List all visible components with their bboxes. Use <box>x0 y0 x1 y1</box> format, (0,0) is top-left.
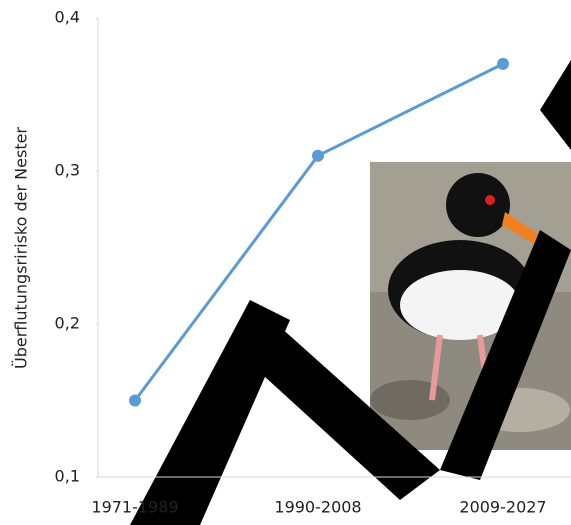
bird-eye <box>485 195 495 205</box>
y-tick-label: 0,2 <box>55 314 80 333</box>
y-tick-label: 0,3 <box>55 161 80 180</box>
x-tick-label: 2009-2027 <box>459 498 546 517</box>
y-tick-label: 0,1 <box>55 467 80 486</box>
rock <box>370 380 450 420</box>
x-tick-label: 1971-1989 <box>91 498 178 517</box>
y-tick-label: 0,4 <box>55 8 80 27</box>
x-tick-label: 1990-2008 <box>274 498 361 517</box>
chart: Überflutungsririsko der Nester 0,1 0,2 0,3… <box>0 0 571 525</box>
y-axis-label: Überflutungsririsko der Nester <box>12 127 31 369</box>
point <box>129 395 141 407</box>
point <box>312 150 324 162</box>
bird-head <box>446 173 510 237</box>
point <box>497 58 509 70</box>
watermark-stroke <box>540 60 571 150</box>
